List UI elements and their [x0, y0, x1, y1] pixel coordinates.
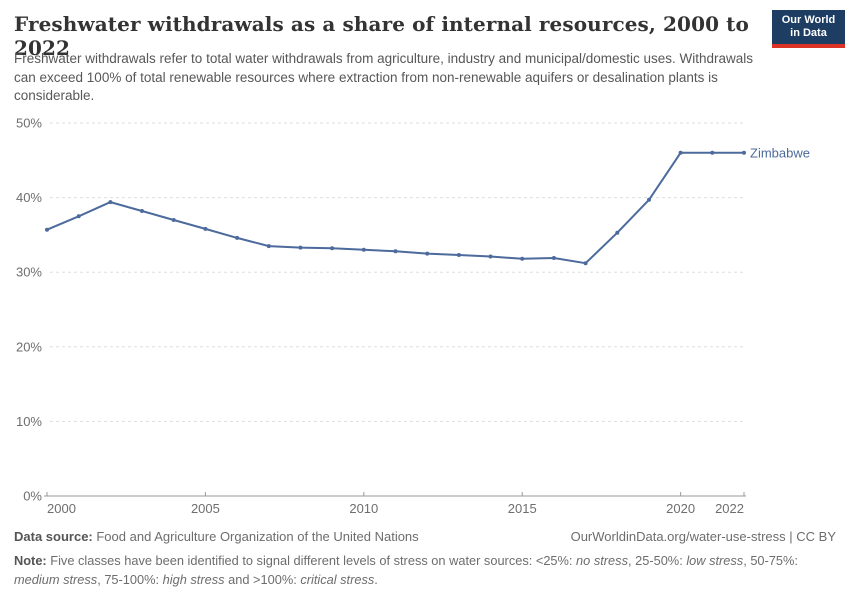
chart-note: Note: Five classes have been identified … — [14, 551, 836, 589]
data-source: Data source: Food and Agriculture Organi… — [14, 528, 419, 547]
note-text: low stress — [686, 552, 744, 568]
data-point-2013[interactable] — [456, 253, 461, 257]
note-label: Note: — [14, 552, 47, 568]
data-point-2015[interactable] — [520, 256, 525, 261]
x-axis-label: 2015 — [508, 501, 537, 516]
data-source-label: Data source: — [14, 529, 93, 544]
y-axis-label: 20% — [16, 339, 42, 354]
data-source-value: Food and Agriculture Organization of the… — [92, 529, 419, 544]
note-text: , 25-50%: — [627, 552, 687, 568]
data-point-2003[interactable] — [140, 209, 144, 213]
data-point-2021[interactable] — [710, 150, 715, 155]
owid-logo-line2: in Data — [790, 27, 827, 39]
note-text: . — [374, 572, 378, 588]
page-title: Freshwater withdrawals as a share of int… — [14, 12, 749, 60]
data-point-2009[interactable] — [330, 246, 335, 251]
data-point-2005[interactable] — [203, 226, 208, 231]
data-point-2007[interactable] — [266, 244, 271, 249]
x-axis-label: 2000 — [47, 501, 76, 516]
note-text: critical stress — [300, 572, 375, 588]
data-point-2018[interactable] — [615, 230, 620, 235]
chart-subtitle: Freshwater withdrawals refer to total wa… — [14, 51, 754, 104]
note-text: , 50-75%: — [743, 552, 798, 568]
owid-logo-line1: Our World — [781, 13, 836, 26]
note-text: high stress — [162, 572, 225, 588]
data-point-2008[interactable] — [298, 245, 303, 250]
y-axis-label: 50% — [16, 116, 42, 131]
line-chart[interactable]: 0% 10% 20% 30% 40% 50% 2000 2005 2010 2015 2020 202… — [0, 110, 850, 530]
y-axis-label: 10% — [16, 414, 42, 429]
x-axis-label: 2022 — [715, 501, 744, 516]
chart-footer: Data source: Food and Agriculture Organi… — [14, 528, 836, 589]
note-text: no stress — [576, 552, 628, 568]
data-point-2010[interactable] — [361, 247, 366, 252]
data-point-2000[interactable] — [45, 227, 49, 232]
note-text: medium stress — [14, 572, 98, 588]
data-point-2019[interactable] — [647, 197, 651, 202]
series-end-label[interactable]: Zimbabwe — [750, 145, 810, 160]
data-point-2002[interactable] — [108, 200, 113, 205]
x-axis-label: 2010 — [349, 501, 378, 516]
license-label: | CC BY — [785, 529, 836, 544]
data-point-2020[interactable] — [678, 150, 683, 155]
data-point-2006[interactable] — [235, 235, 240, 240]
owid-logo[interactable]: Our World in Data — [772, 10, 845, 48]
data-point-2004[interactable] — [171, 218, 176, 222]
data-point-2011[interactable] — [393, 249, 398, 254]
data-point-2001[interactable] — [76, 214, 81, 219]
note-text: and >100%: — [224, 572, 301, 588]
data-point-2022[interactable] — [742, 150, 746, 155]
owid-url-link[interactable]: OurWorldinData.org/water-use-stress — [570, 529, 786, 544]
source-row: Data source: Food and Agriculture Organi… — [14, 528, 836, 547]
attribution: OurWorldinData.org/water-use-stress | CC… — [571, 528, 836, 547]
data-point-2016[interactable] — [551, 256, 556, 260]
x-axis-label: 2020 — [666, 501, 695, 516]
note-text: , 75-100%: — [97, 572, 163, 588]
data-line-zimbabwe[interactable] — [46, 151, 745, 265]
y-axis-label: 30% — [16, 265, 42, 280]
x-axis-label: 2005 — [191, 501, 220, 516]
data-point-2014[interactable] — [488, 254, 493, 259]
data-point-2012[interactable] — [425, 251, 430, 256]
y-axis-label: 0% — [23, 489, 42, 504]
data-point-2017[interactable] — [583, 261, 588, 266]
note-text: Five classes have been identified to sig… — [46, 552, 577, 568]
y-axis-label: 40% — [16, 190, 42, 205]
